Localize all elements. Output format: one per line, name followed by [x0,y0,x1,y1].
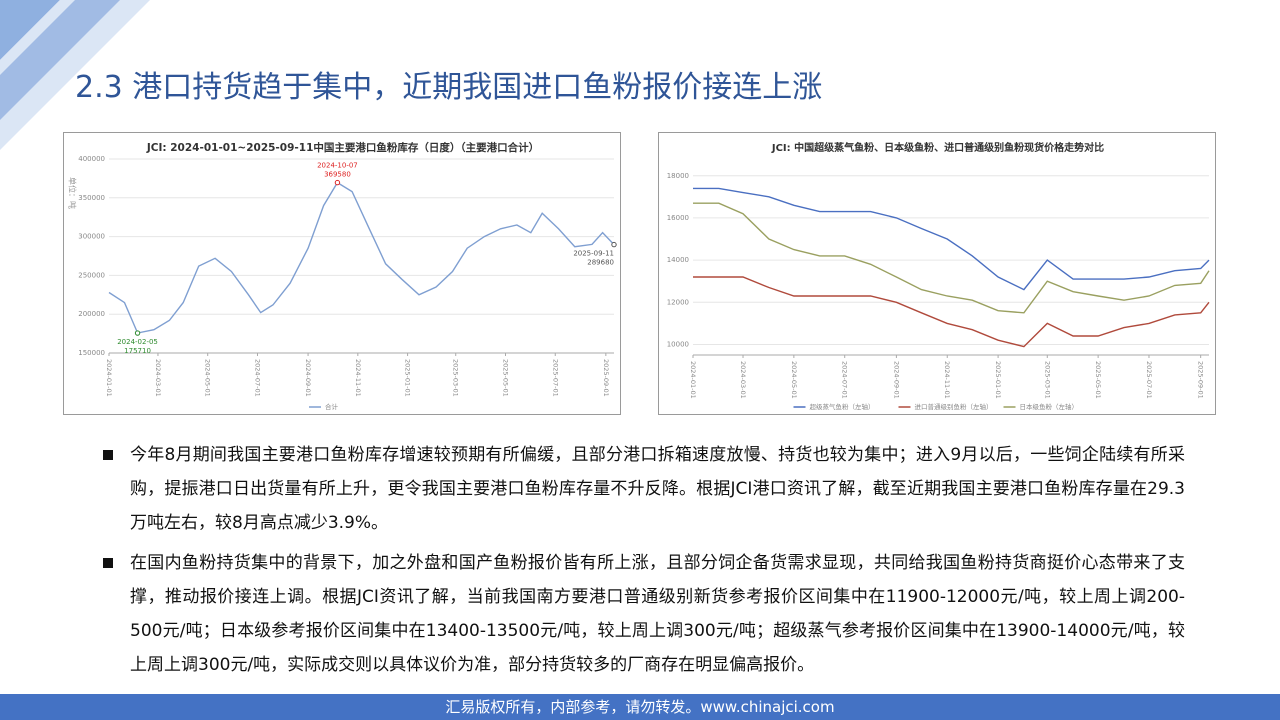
x-tick-label: 2024-03-01 [739,361,747,399]
point-date-label: 2024-02-05 [117,338,158,346]
slide-title: 2.3 港口持货趋于集中，近期我国进口鱼粉报价接连上涨 [75,70,823,105]
y-tick-label: 12000 [667,298,689,306]
point-marker [134,330,141,336]
x-tick-label: 2025-09-01 [602,359,610,397]
x-tick-label: 2024-11-01 [943,361,951,399]
y-tick-label: 150000 [78,349,105,357]
x-tick-label: 2024-03-01 [154,359,162,397]
x-tick-label: 2025-09-01 [1197,361,1205,399]
y-tick-label: 350000 [78,194,105,202]
legend-label: 超级蒸气鱼粉（左轴） [810,402,875,411]
y-axis-label: 单位：吨 [68,177,78,209]
x-tick-label: 2025-01-01 [994,361,1002,399]
x-tick-label: 2025-01-01 [404,359,412,397]
x-tick-label: 2024-05-01 [204,359,212,397]
y-tick-label: 18000 [667,172,689,180]
y-tick-label: 14000 [667,256,689,264]
point-value-label: 369580 [324,171,351,179]
x-tick-label: 2025-05-01 [501,359,509,397]
bullet-list: 今年8月期间我国主要港口鱼粉库存增速较预期有所偏缓，且部分港口拆箱速度放慢、持货… [100,438,1185,688]
point-date-label: 2024-10-07 [317,162,358,170]
point-value-label: 289680 [587,259,614,267]
y-tick-label: 200000 [78,310,105,318]
deco-stripe [0,0,120,120]
series-line [693,202,1210,314]
x-tick-label: 2024-07-01 [253,359,261,397]
x-tick-label: 2024-09-01 [304,359,312,397]
y-tick-label: 400000 [78,155,105,163]
x-tick-label: 2024-05-01 [790,361,798,399]
x-tick-label: 2024-07-01 [841,361,849,399]
point-marker [611,241,617,248]
chart: JCI: 中国超级蒸气鱼粉、日本级鱼粉、进口普通级别鱼粉现货价格走势对比 100… [658,132,1216,415]
y-tick-label: 16000 [667,214,689,222]
y-tick-label: 10000 [667,340,689,348]
legend-label: 进口普通级别鱼粉（左轴） [915,402,993,411]
x-tick-label: 2024-11-01 [354,359,362,397]
chart-title: JCI: 2024-01-01~2025-09-11中国主要港口鱼粉库存（日度）… [146,141,539,154]
legend-label: 日本级鱼粉（左轴） [1020,402,1079,411]
point-marker [334,179,341,186]
series-line [693,187,1210,291]
x-tick-label: 2025-05-01 [1094,361,1102,399]
x-tick-label: 2025-07-01 [551,359,559,397]
chart-title: JCI: 中国超级蒸气鱼粉、日本级鱼粉、进口普通级别鱼粉现货价格走势对比 [771,141,1104,154]
point-date-label: 2025-09-11 [573,250,614,258]
series-line [693,276,1210,348]
y-tick-label: 300000 [78,233,105,241]
point-value-label: 175710 [124,347,151,355]
chart: JCI: 2024-01-01~2025-09-11中国主要港口鱼粉库存（日度）… [63,132,621,415]
x-tick-label: 2025-03-01 [452,359,460,397]
x-tick-label: 2024-01-01 [105,359,113,397]
decoration [0,0,150,150]
y-tick-label: 250000 [78,271,105,279]
series-line [108,181,615,334]
legend-label: 合计 [325,402,339,411]
x-tick-label: 2024-01-01 [689,361,697,399]
x-tick-label: 2025-03-01 [1043,361,1051,399]
footer: 汇易版权所有，内部参考，请勿转发。www.chinajci.com [0,694,1280,720]
bullet: 今年8月期间我国主要港口鱼粉库存增速较预期有所偏缓，且部分港口拆箱速度放慢、持货… [100,438,1185,540]
bullet: 在国内鱼粉持货集中的背景下，加之外盘和国产鱼粉报价皆有所上涨，且部分饲企备货需求… [100,546,1185,682]
x-tick-label: 2024-09-01 [892,361,900,399]
x-tick-label: 2025-07-01 [1145,361,1153,399]
